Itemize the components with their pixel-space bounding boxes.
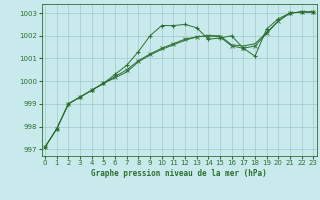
X-axis label: Graphe pression niveau de la mer (hPa): Graphe pression niveau de la mer (hPa) [91,169,267,178]
